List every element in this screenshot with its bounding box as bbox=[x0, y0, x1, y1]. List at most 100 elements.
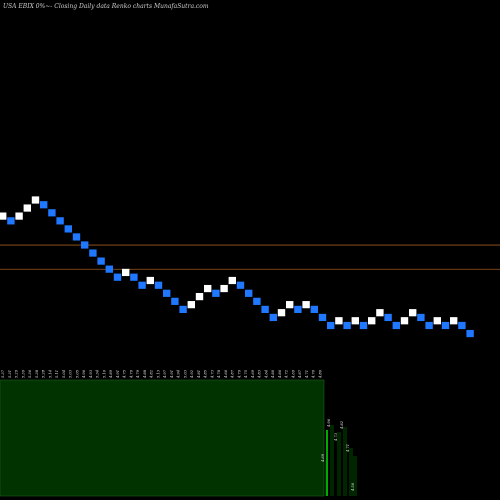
x-tick-label: 4.75 bbox=[244, 369, 248, 379]
renko-brick-up bbox=[187, 301, 195, 309]
renko-brick-down bbox=[458, 321, 466, 330]
volume-bar bbox=[349, 448, 353, 496]
x-tick-label: 4.75 bbox=[123, 369, 127, 379]
x-tick-label: 4.79 bbox=[129, 369, 133, 379]
renko-brick-up bbox=[146, 276, 154, 285]
volume-label: 4.82 bbox=[340, 420, 344, 430]
renko-brick-down bbox=[89, 249, 97, 257]
volume-bar bbox=[330, 425, 334, 496]
volume-bar bbox=[337, 432, 341, 496]
renko-brick-up bbox=[23, 204, 31, 212]
x-tick-label: 4.96 bbox=[82, 369, 86, 379]
renko-brick-down bbox=[327, 321, 335, 330]
renko-brick-down bbox=[40, 201, 48, 209]
renko-brick-down bbox=[343, 321, 351, 330]
renko-brick-down bbox=[269, 313, 277, 322]
x-tick-label: 4.83 bbox=[258, 369, 262, 379]
x-tick-label: 4.94 bbox=[177, 369, 181, 379]
renko-brick-up bbox=[409, 309, 417, 317]
renko-brick-down bbox=[212, 289, 220, 297]
x-tick-label: 5.10 bbox=[102, 369, 106, 378]
renko-brick-down bbox=[425, 321, 433, 330]
x-tick-label: 5.05 bbox=[75, 369, 79, 378]
renko-brick-down bbox=[163, 289, 171, 297]
renko-brick-up bbox=[277, 309, 286, 317]
renko-brick-up bbox=[195, 293, 204, 301]
renko-brick-down bbox=[105, 265, 113, 273]
x-tick-label: 5.28 bbox=[42, 369, 46, 378]
renko-brick-down bbox=[154, 281, 163, 289]
renko-brick-down bbox=[441, 321, 450, 330]
x-tick-label: 4.66 bbox=[224, 369, 228, 379]
x-tick-label: 4.79 bbox=[136, 369, 140, 379]
renko-brick-up bbox=[220, 284, 228, 293]
x-tick-label: 5.13 bbox=[156, 369, 160, 378]
x-tick-label: 5.38 bbox=[35, 369, 39, 378]
x-tick-label: 5.36 bbox=[28, 369, 32, 378]
renko-brick-down bbox=[310, 305, 318, 313]
renko-brick-up bbox=[31, 196, 40, 204]
x-tick-label: 5.14 bbox=[48, 369, 52, 378]
renko-brick-up bbox=[450, 317, 458, 325]
x-tick-label: 5.37 bbox=[1, 369, 5, 378]
renko-brick-up bbox=[0, 212, 7, 220]
x-tick-label: 4.64 bbox=[264, 369, 268, 379]
renko-bricks bbox=[0, 196, 474, 338]
renko-brick-down bbox=[253, 297, 261, 305]
x-tick-label: 5.03 bbox=[69, 369, 73, 378]
renko-brick-down bbox=[245, 289, 253, 297]
renko-brick-down bbox=[138, 281, 146, 289]
x-tick-label: 4.87 bbox=[298, 369, 302, 379]
renko-brick-down bbox=[64, 225, 72, 233]
renko-brick-down bbox=[81, 241, 89, 249]
chart-title: USA EBIX 0%~- Closing Daily data Renko c… bbox=[3, 3, 209, 10]
x-tick-label: 4.80 bbox=[271, 369, 275, 379]
volume-spike bbox=[326, 430, 328, 496]
renko-brick-down bbox=[56, 217, 64, 225]
x-tick-label: 4.88 bbox=[143, 369, 147, 379]
volume-bar bbox=[353, 456, 357, 496]
renko-brick-down bbox=[318, 313, 327, 322]
x-tick-label: 5.11 bbox=[55, 370, 59, 378]
renko-brick-down bbox=[179, 305, 187, 313]
volume-panel: 4.69 4.964.734.82 4.71 4.56 bbox=[0, 379, 357, 497]
renko-brick-down bbox=[392, 321, 400, 330]
renko-brick-up bbox=[228, 276, 236, 285]
x-tick-label: 4.78 bbox=[217, 369, 221, 379]
x-tick-label: 4.85 bbox=[204, 369, 208, 379]
renko-brick-down bbox=[72, 233, 81, 241]
renko-brick-down bbox=[113, 273, 122, 281]
x-tick-label: 4.89 bbox=[109, 369, 113, 379]
renko-brick-down bbox=[384, 313, 392, 322]
renko-brick-down bbox=[48, 209, 56, 217]
renko-brick-up bbox=[15, 212, 23, 220]
x-tick-label: 4.70 bbox=[312, 369, 316, 379]
volume-area bbox=[0, 379, 325, 497]
renko-brick-down bbox=[171, 297, 179, 305]
renko-brick-up bbox=[368, 317, 376, 325]
x-tick-label: 4.69 bbox=[291, 369, 295, 379]
renko-brick-down bbox=[236, 281, 245, 289]
x-tick-label: 4.79 bbox=[237, 369, 241, 379]
volume-label: 4.71 bbox=[346, 444, 350, 453]
volume-label: 4.56 bbox=[351, 482, 355, 492]
x-tick-label: 4.80 bbox=[318, 369, 322, 379]
x-tick-label: 4.93 bbox=[89, 369, 93, 379]
renko-brick-down bbox=[466, 329, 474, 338]
x-tick-label: 5.34 bbox=[96, 369, 100, 378]
volume-label: 4.69 bbox=[321, 453, 325, 463]
renko-brick-up bbox=[204, 284, 212, 293]
renko-brick-down bbox=[261, 305, 269, 313]
x-tick-label: 5.04 bbox=[62, 369, 66, 378]
renko-brick-up bbox=[351, 317, 359, 325]
x-tick-label: 4.82 bbox=[150, 369, 154, 379]
x-tick-label: 4.71 bbox=[305, 370, 309, 379]
x-tick-label: 4.86 bbox=[278, 369, 282, 379]
renko-brick-up bbox=[286, 301, 294, 309]
x-tick-label: 5.29 bbox=[15, 369, 19, 378]
x-tick-label: 4.72 bbox=[285, 369, 289, 379]
x-tick-label: 5.39 bbox=[21, 369, 25, 378]
renko-brick-up bbox=[122, 268, 130, 277]
x-tick-label: 5.03 bbox=[183, 369, 187, 378]
